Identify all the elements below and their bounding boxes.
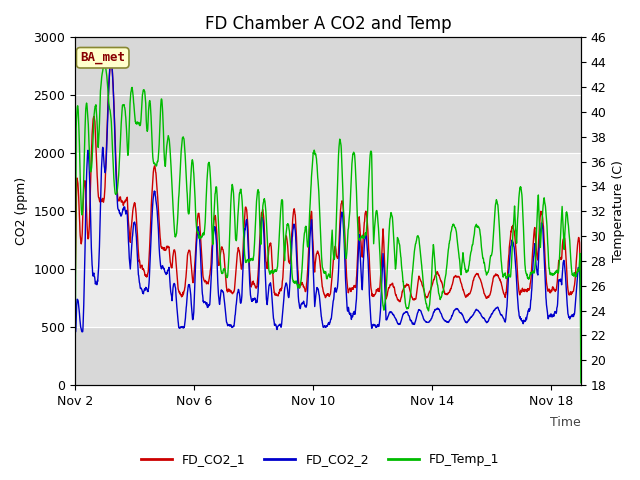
- Text: Time: Time: [550, 417, 581, 430]
- Text: BA_met: BA_met: [80, 51, 125, 64]
- Legend: FD_CO2_1, FD_CO2_2, FD_Temp_1: FD_CO2_1, FD_CO2_2, FD_Temp_1: [136, 448, 504, 471]
- Title: FD Chamber A CO2 and Temp: FD Chamber A CO2 and Temp: [205, 15, 451, 33]
- Y-axis label: Temperature (C): Temperature (C): [612, 160, 625, 262]
- Y-axis label: CO2 (ppm): CO2 (ppm): [15, 177, 28, 245]
- Bar: [75, 153, 581, 327]
